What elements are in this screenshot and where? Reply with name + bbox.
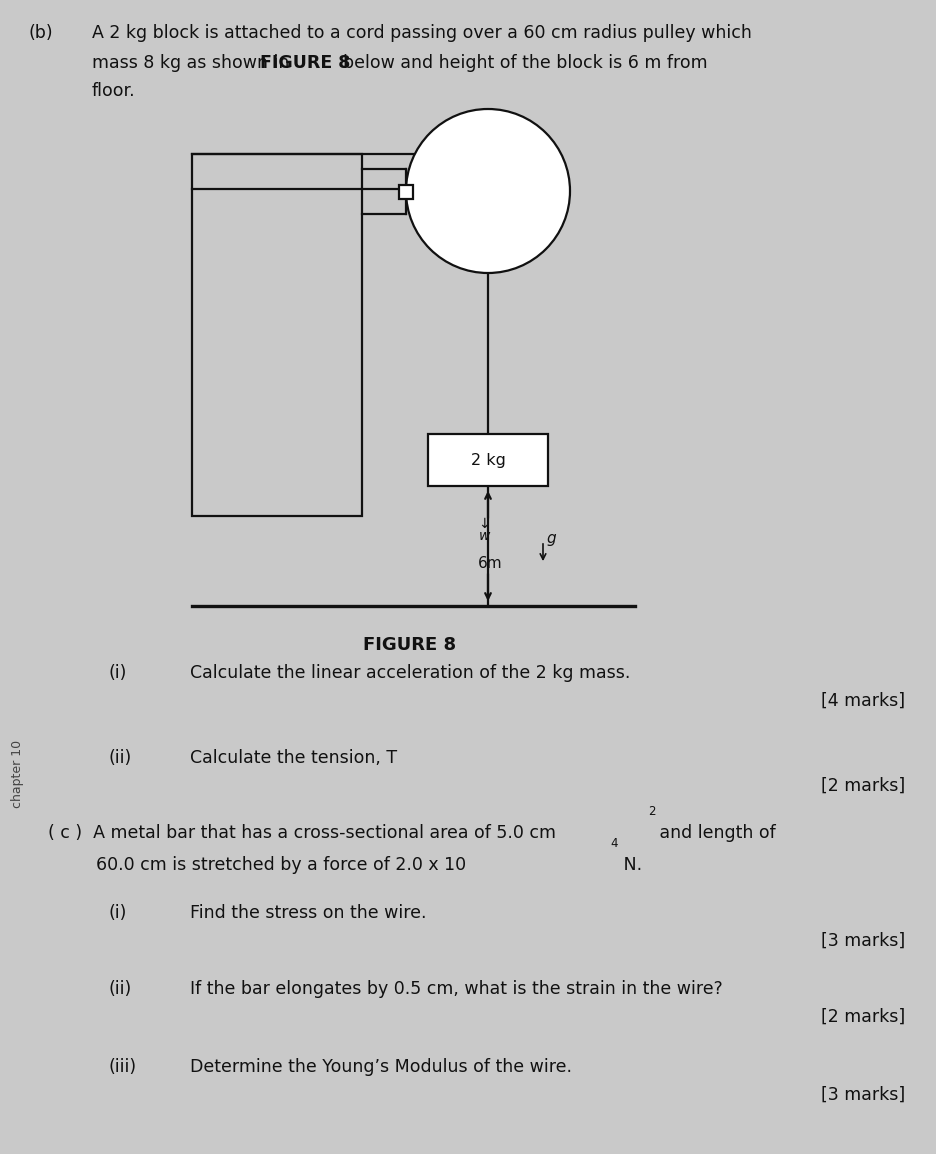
Text: 2 kg: 2 kg (471, 452, 505, 467)
Text: T: T (521, 198, 531, 213)
Text: 60.0 cm is stretched by a force of 2.0 x 10: 60.0 cm is stretched by a force of 2.0 x… (96, 856, 466, 874)
Text: 4: 4 (610, 837, 618, 850)
Text: (i): (i) (108, 904, 126, 922)
Text: If the bar elongates by 0.5 cm, what is the strain in the wire?: If the bar elongates by 0.5 cm, what is … (190, 980, 723, 998)
Text: (b): (b) (28, 24, 52, 42)
Bar (428, 434, 548, 486)
Bar (192, 153, 362, 516)
Text: Find the stress on the wire.: Find the stress on the wire. (190, 904, 427, 922)
Text: mass 8 kg as shown in: mass 8 kg as shown in (92, 54, 295, 72)
Text: (ii): (ii) (108, 980, 131, 998)
Text: A 2 kg block is attached to a cord passing over a 60 cm radius pulley which: A 2 kg block is attached to a cord passi… (92, 24, 752, 42)
Text: FIGURE 8: FIGURE 8 (363, 636, 457, 654)
Text: floor.: floor. (92, 82, 136, 100)
Text: and length of: and length of (654, 824, 776, 842)
Bar (399, 185, 413, 198)
Text: below and height of the block is 6 m from: below and height of the block is 6 m fro… (332, 54, 708, 72)
Text: 2: 2 (648, 805, 655, 818)
Text: 6m: 6m (477, 556, 503, 571)
Text: (ii): (ii) (108, 749, 131, 767)
Text: Calculate the linear acceleration of the 2 kg mass.: Calculate the linear acceleration of the… (190, 664, 630, 682)
Text: g: g (547, 531, 556, 546)
Circle shape (406, 108, 570, 273)
Text: (iii): (iii) (108, 1058, 136, 1076)
Text: FIGURE 8: FIGURE 8 (260, 54, 350, 72)
Text: Calculate the tension, T: Calculate the tension, T (190, 749, 397, 767)
Text: ↓: ↓ (478, 517, 490, 531)
Text: [3 marks]: [3 marks] (821, 1086, 905, 1104)
Text: N.: N. (618, 856, 642, 874)
Text: chapter 10: chapter 10 (11, 740, 24, 808)
Text: [2 marks]: [2 marks] (821, 1007, 905, 1026)
Text: [3 marks]: [3 marks] (821, 932, 905, 950)
Text: [4 marks]: [4 marks] (821, 692, 905, 710)
Text: (i): (i) (108, 664, 126, 682)
Text: [2 marks]: [2 marks] (821, 777, 905, 795)
Text: w: w (478, 529, 490, 544)
Text: ( c )  A metal bar that has a cross-sectional area of 5.0 cm: ( c ) A metal bar that has a cross-secti… (48, 824, 556, 842)
Text: Determine the Young’s Modulus of the wire.: Determine the Young’s Modulus of the wir… (190, 1058, 572, 1076)
